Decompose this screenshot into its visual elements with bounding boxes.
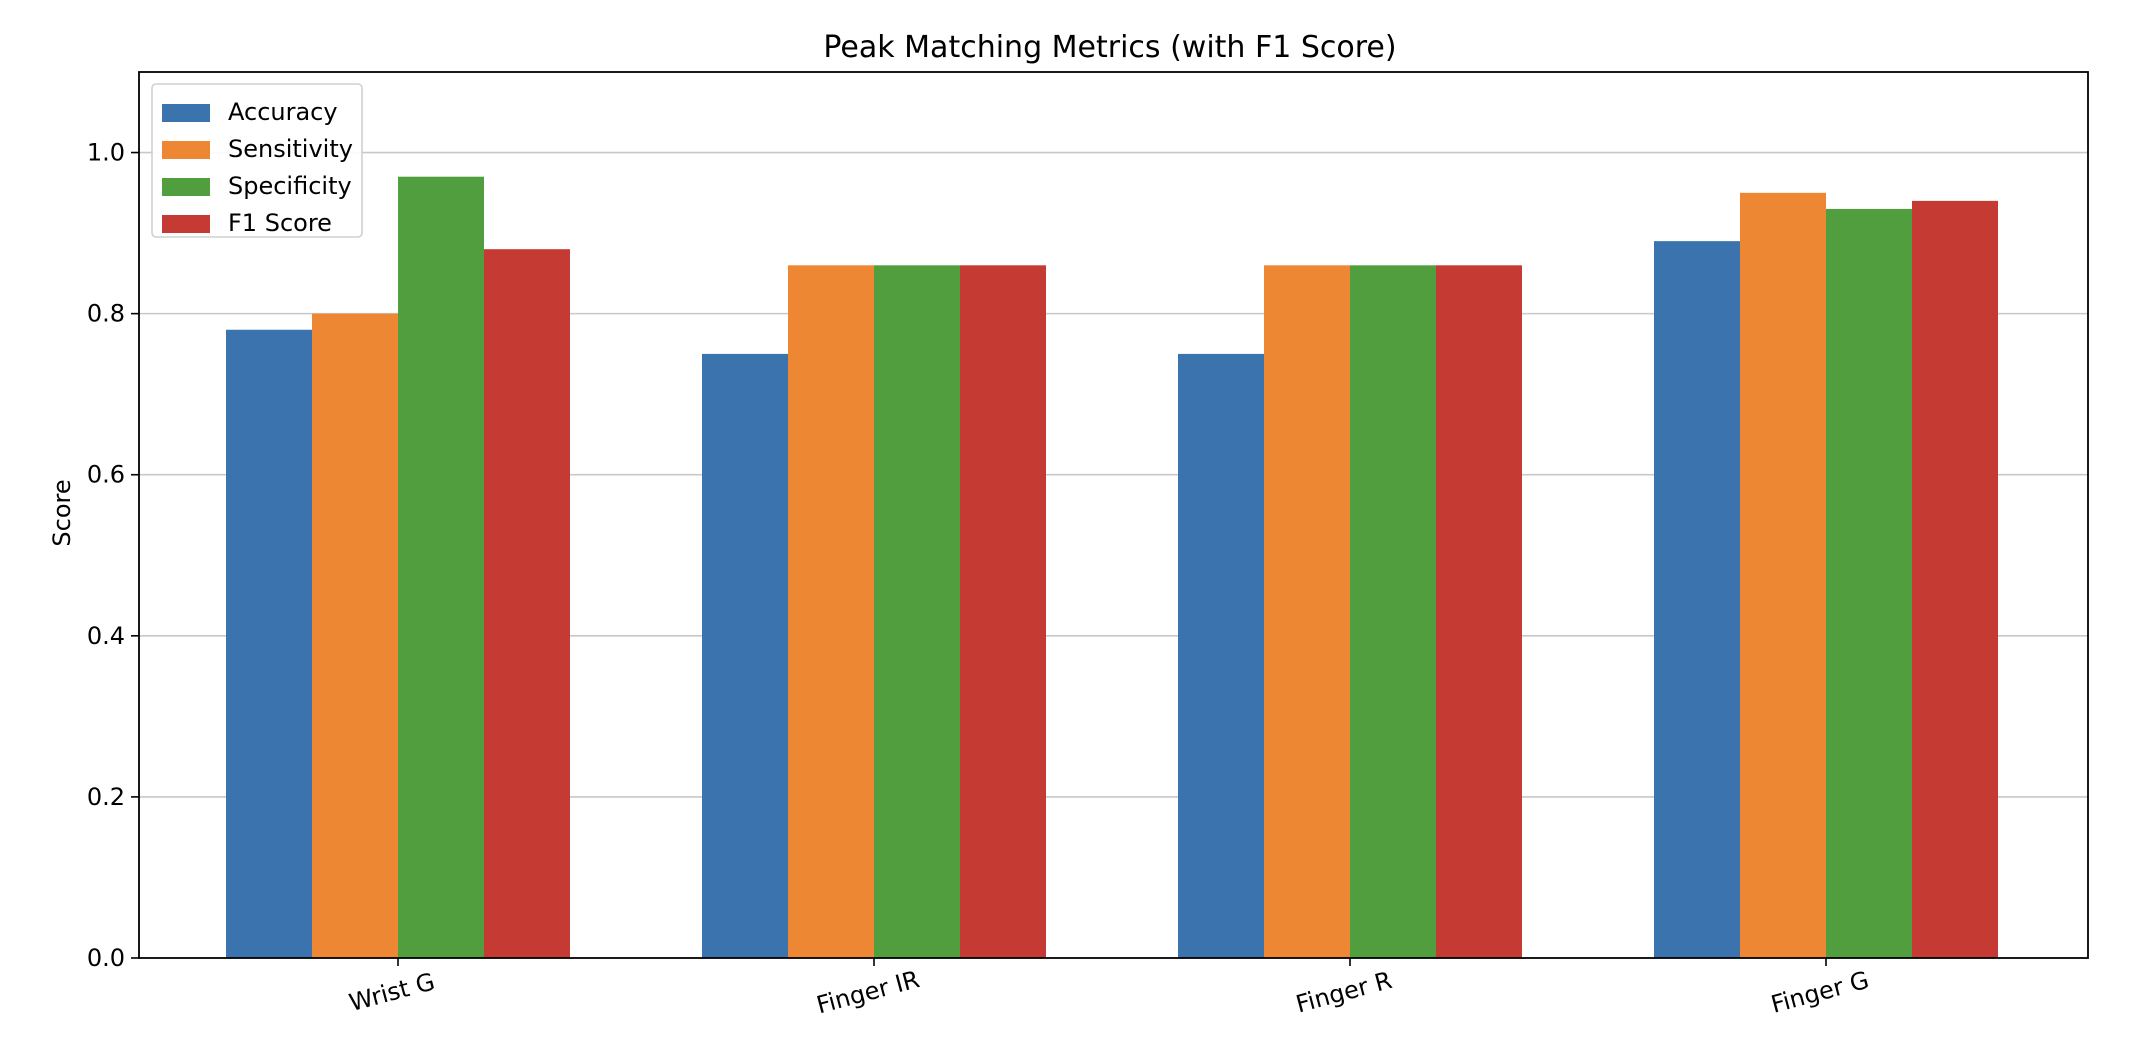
legend-label: Specificity	[228, 172, 352, 200]
x-tick-label: Finger IR	[814, 965, 923, 1019]
bar-accuracy-finger-g	[1654, 241, 1740, 959]
x-ticks-layer: Wrist G Finger IR Finger R Finger G	[346, 958, 1872, 1019]
y-tick-label: 0.0	[87, 944, 125, 972]
plot-border	[138, 71, 2089, 959]
bar-accuracy-finger-r	[1178, 353, 1264, 959]
bar-accuracy-finger-ir	[702, 353, 788, 959]
x-tick-label: Finger R	[1293, 966, 1395, 1018]
x-tick-label: Finger G	[1768, 966, 1872, 1019]
x-tick-label: Wrist G	[346, 967, 438, 1017]
bar-specificity-finger-g	[1826, 208, 1912, 959]
y-ticks-layer: 0.0 0.2 0.4 0.6 0.8 1.0	[87, 139, 139, 972]
chart-title: Peak Matching Metrics (with F1 Score)	[823, 30, 1396, 65]
bar-f1-score-wrist-g	[484, 249, 570, 958]
legend-swatch	[162, 215, 210, 233]
y-tick-label: 1.0	[87, 139, 125, 167]
bar-f1-score-finger-g	[1912, 200, 1998, 958]
legend-swatch	[162, 104, 210, 122]
legend-label: Accuracy	[228, 98, 338, 126]
legend: Accuracy Sensitivity Specificity F1 Score	[151, 83, 363, 238]
bar-specificity-finger-r	[1350, 265, 1436, 958]
bar-sensitivity-wrist-g	[312, 313, 398, 958]
legend-swatch	[162, 178, 210, 196]
legend-label: F1 Score	[228, 209, 332, 237]
bar-f1-score-finger-r	[1436, 265, 1522, 958]
y-tick-label: 0.2	[87, 783, 125, 811]
y-tick-label: 0.4	[87, 622, 125, 650]
legend-box	[151, 83, 363, 238]
legend-label: Sensitivity	[228, 135, 353, 163]
bars-layer	[226, 176, 1998, 959]
bar-accuracy-wrist-g	[226, 329, 312, 958]
axes-layer	[138, 71, 2089, 959]
bar-sensitivity-finger-ir	[788, 265, 874, 958]
y-tick-label: 0.8	[87, 300, 125, 328]
legend-swatch	[162, 141, 210, 159]
bar-specificity-finger-ir	[874, 265, 960, 958]
y-axis-label: Score	[48, 479, 76, 546]
y-tick-label: 0.6	[87, 461, 125, 489]
bar-sensitivity-finger-r	[1264, 265, 1350, 958]
bar-sensitivity-finger-g	[1740, 192, 1826, 958]
bar-f1-score-finger-ir	[960, 265, 1046, 958]
bar-specificity-wrist-g	[398, 176, 484, 958]
